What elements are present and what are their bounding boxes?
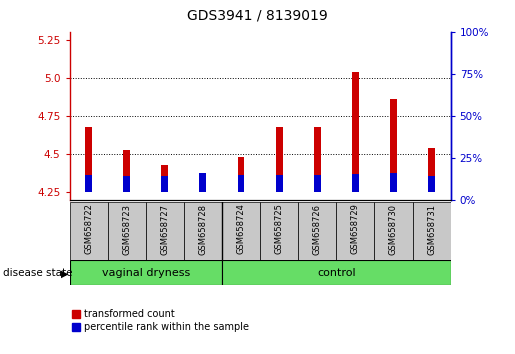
Bar: [85, 175, 92, 192]
Text: GDS3941 / 8139019: GDS3941 / 8139019: [187, 9, 328, 23]
Bar: [298, 202, 336, 260]
Text: GSM658724: GSM658724: [236, 204, 246, 255]
Bar: [314, 175, 321, 192]
Bar: [85, 127, 92, 192]
Text: GSM658725: GSM658725: [274, 204, 284, 255]
Bar: [413, 202, 451, 260]
Bar: [70, 202, 108, 260]
Bar: [428, 148, 435, 192]
Bar: [276, 127, 283, 192]
Bar: [70, 260, 222, 285]
Bar: [390, 99, 397, 192]
Text: GSM658729: GSM658729: [351, 204, 360, 255]
Bar: [390, 173, 397, 192]
Bar: [161, 176, 168, 192]
Text: ▶: ▶: [61, 268, 68, 278]
Text: control: control: [317, 268, 356, 278]
Bar: [374, 202, 413, 260]
Bar: [222, 260, 451, 285]
Bar: [123, 149, 130, 192]
Text: GSM658730: GSM658730: [389, 204, 398, 255]
Text: disease state: disease state: [3, 268, 72, 278]
Bar: [352, 72, 359, 192]
Legend: transformed count, percentile rank within the sample: transformed count, percentile rank withi…: [72, 309, 249, 332]
Bar: [222, 202, 260, 260]
Text: vaginal dryness: vaginal dryness: [101, 268, 190, 278]
Bar: [314, 127, 321, 192]
Text: GSM658726: GSM658726: [313, 204, 322, 255]
Text: GSM658723: GSM658723: [122, 204, 131, 255]
Bar: [161, 165, 168, 192]
Bar: [276, 175, 283, 192]
Text: GSM658727: GSM658727: [160, 204, 169, 255]
Bar: [199, 173, 207, 192]
Bar: [199, 182, 207, 192]
Bar: [352, 174, 359, 192]
Text: GSM658728: GSM658728: [198, 204, 208, 255]
Bar: [146, 202, 184, 260]
Text: GSM658731: GSM658731: [427, 204, 436, 255]
Bar: [260, 202, 298, 260]
Bar: [123, 176, 130, 192]
Bar: [237, 175, 245, 192]
Bar: [237, 157, 245, 192]
Bar: [108, 202, 146, 260]
Bar: [336, 202, 374, 260]
Bar: [184, 202, 222, 260]
Bar: [428, 176, 435, 192]
Text: GSM658722: GSM658722: [84, 204, 93, 255]
